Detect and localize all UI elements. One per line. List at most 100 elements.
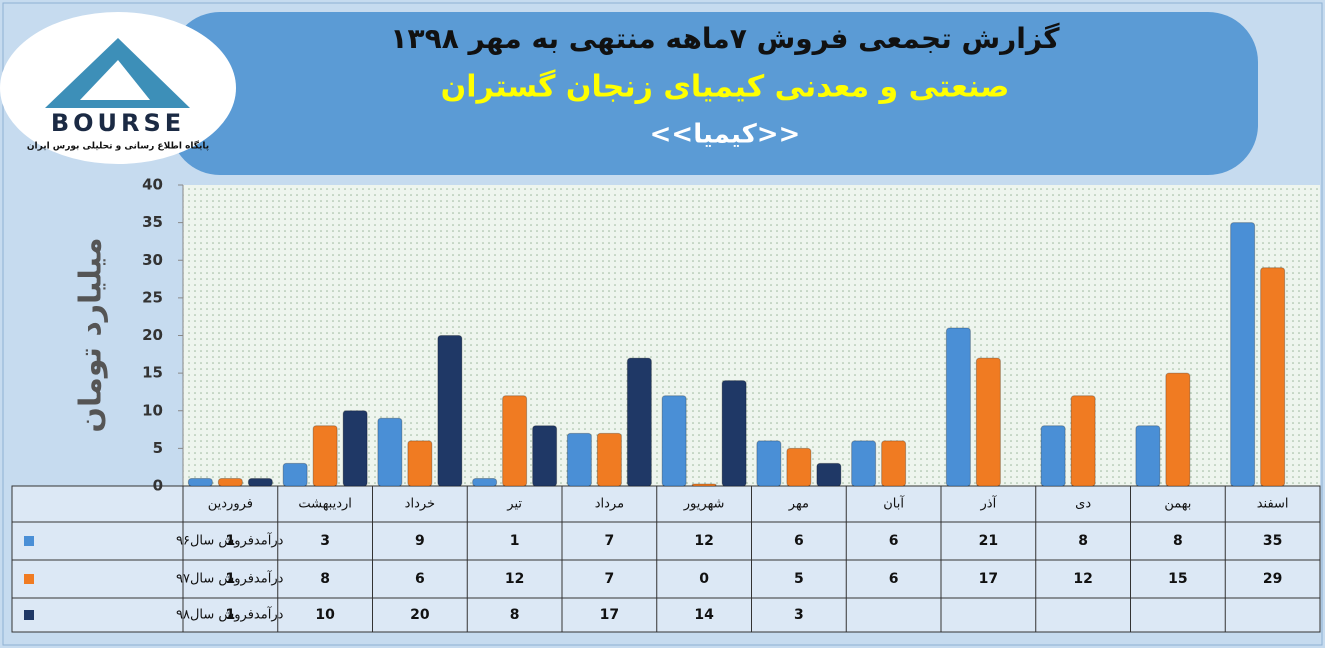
table-value: 6 [794, 533, 804, 549]
bar [1260, 267, 1286, 487]
y-tick-label: 25 [142, 288, 163, 306]
bar [1040, 425, 1066, 487]
legend-label: درآمدفروش سال۹۶ [176, 532, 284, 549]
symbol: <<کیمیا>> [650, 120, 801, 150]
table-value: 3 [320, 533, 330, 549]
title: گزارش تجمعی فروش ۷ماهه منتهی به مهر ۱۳۹۸ [390, 22, 1060, 55]
bar [596, 432, 622, 487]
bar [437, 335, 463, 487]
y-tick-label: 10 [142, 401, 163, 419]
table-value: 8 [510, 607, 520, 623]
y-tick-label: 15 [142, 364, 163, 382]
plot-area [183, 185, 1320, 486]
table-value: 1 [226, 607, 236, 623]
table-value: 7 [605, 533, 615, 549]
table-value: 8 [1078, 533, 1088, 549]
bar [626, 357, 652, 487]
legend-swatch [24, 610, 34, 620]
bar [247, 477, 273, 487]
y-tick-label: 30 [142, 251, 163, 269]
x-tick-label: مهر [788, 497, 809, 512]
table-value: 0 [699, 571, 709, 587]
bar [975, 357, 1001, 487]
bar [881, 440, 907, 487]
table-background [11, 485, 1321, 633]
table-value: 1 [226, 533, 236, 549]
legend-label: درآمدفروش سال۹۷ [176, 570, 284, 587]
logo-text: BOURSE [51, 109, 185, 137]
legend-swatch [24, 536, 34, 546]
x-tick-label: مرداد [595, 497, 624, 512]
y-tick-label: 35 [142, 213, 163, 231]
y-tick-label: 20 [142, 326, 163, 344]
x-tick-label: اسفند [1257, 497, 1289, 512]
bar [532, 425, 558, 487]
table-value: 8 [320, 571, 330, 587]
bar [472, 477, 498, 487]
bar [1165, 372, 1191, 487]
table-value: 20 [410, 607, 430, 623]
x-tick-label: اردیبهشت [298, 497, 352, 512]
table-value: 17 [600, 607, 619, 623]
legend-label: درآمدفروش سال۹۸ [176, 606, 284, 623]
bar [407, 440, 433, 487]
table-value: 15 [1168, 571, 1187, 587]
table-value: 8 [1173, 533, 1183, 549]
table-value: 14 [694, 607, 714, 623]
table-value: 6 [889, 533, 899, 549]
table-value: 6 [889, 571, 899, 587]
x-tick-label: تیر [506, 497, 522, 512]
x-tick-label: آبان [883, 495, 905, 512]
table-value: 21 [979, 533, 998, 549]
table-value: 6 [415, 571, 425, 587]
x-tick-label: خرداد [405, 497, 435, 512]
bar [945, 327, 971, 487]
logo-caption: پایگاه اطلاع رسانی و تحلیلی بورس ایران [27, 140, 209, 152]
table-value: 1 [226, 571, 236, 587]
bar [1070, 395, 1096, 487]
legend-swatch [24, 574, 34, 584]
bar [377, 417, 403, 487]
header-banner [170, 12, 1258, 175]
x-tick-label: بهمن [1164, 497, 1191, 512]
table-value: 12 [694, 533, 713, 549]
bar [786, 447, 812, 487]
table-value: 9 [415, 533, 425, 549]
table-value: 12 [505, 571, 524, 587]
bar [282, 462, 308, 487]
x-tick-label: شهریور [683, 497, 725, 512]
table-value: 35 [1263, 533, 1282, 549]
table-value: 1 [510, 533, 520, 549]
x-tick-label: دی [1075, 497, 1091, 512]
bar [312, 425, 338, 487]
table-value: 29 [1263, 571, 1282, 587]
bar [851, 440, 877, 487]
logo-inner [80, 60, 150, 100]
bar [342, 410, 368, 487]
table-value: 5 [794, 571, 804, 587]
table-value: 7 [605, 571, 615, 587]
bar [502, 395, 528, 487]
bar [1135, 425, 1161, 487]
bar [721, 380, 747, 487]
x-tick-label: فروردین [208, 497, 253, 512]
bar [187, 477, 213, 487]
bar [691, 483, 717, 487]
y-axis-label: میلیارد تومان [74, 237, 109, 432]
bar [217, 477, 243, 487]
bar [816, 462, 842, 487]
bar [756, 440, 782, 487]
bar [1230, 222, 1256, 487]
table-value: 10 [315, 607, 335, 623]
subtitle: صنعتی و معدنی کیمیای زنجان گستران [441, 69, 1010, 105]
y-tick-label: 5 [153, 439, 163, 457]
x-tick-label: آذر [980, 495, 998, 512]
bar [661, 395, 687, 487]
y-tick-label: 40 [142, 176, 163, 194]
table-value: 17 [979, 571, 998, 587]
bar [566, 432, 592, 487]
table-value: 3 [794, 607, 804, 623]
table-value: 12 [1073, 571, 1092, 587]
